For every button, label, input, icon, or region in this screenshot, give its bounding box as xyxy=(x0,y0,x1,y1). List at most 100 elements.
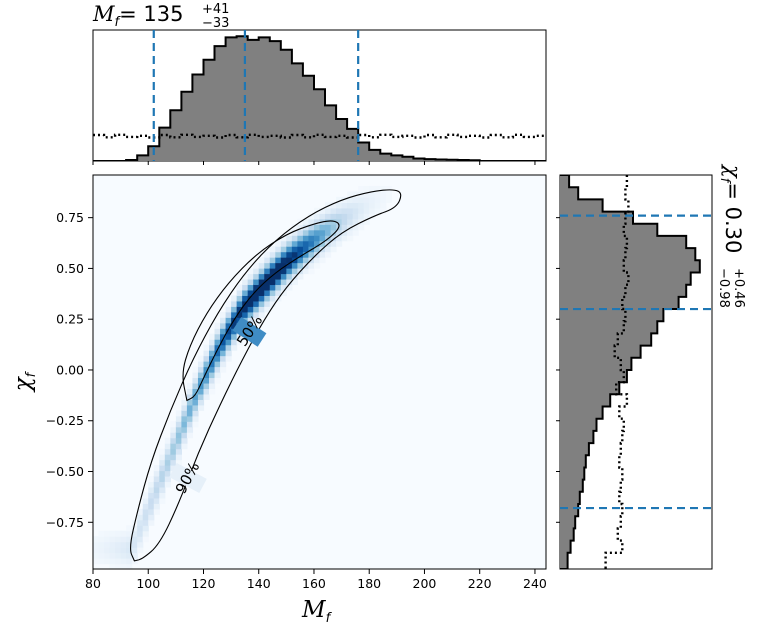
heatmap-cell xyxy=(104,530,111,537)
heatmap-cell xyxy=(120,563,127,569)
heatmap-cell xyxy=(269,284,276,291)
heatmap-cell xyxy=(231,295,238,302)
posterior-histogram-fill xyxy=(93,36,546,161)
density-heatmap xyxy=(93,185,392,569)
heatmap-cell xyxy=(120,536,127,543)
heatmap-cell xyxy=(336,196,343,203)
heatmap-cell xyxy=(197,382,205,390)
heatmap-cell xyxy=(330,235,337,242)
heatmap-cell xyxy=(192,388,199,395)
heatmap-cell xyxy=(153,481,160,488)
joint-panel: 50% 90% 80 100 120 140 160 180 200 220 2400.750.… xyxy=(46,174,547,591)
heatmap-cell xyxy=(225,339,232,346)
title-subscript: f xyxy=(115,15,122,30)
heatmap-cell xyxy=(148,514,155,521)
heatmap-cell xyxy=(175,426,182,433)
heatmap-cell xyxy=(93,552,100,559)
heatmap-cell xyxy=(253,289,260,296)
heatmap-cell xyxy=(159,481,166,488)
heatmap-cell xyxy=(209,361,216,368)
heatmap-cell xyxy=(203,382,210,390)
heatmap-cell xyxy=(369,191,376,198)
heatmap-cell xyxy=(170,448,177,455)
heatmap-cell xyxy=(170,426,177,433)
heatmap-cell xyxy=(336,229,343,236)
heatmap-cell xyxy=(253,317,260,324)
heatmap-cell xyxy=(247,300,254,307)
heatmap-cell xyxy=(264,251,271,258)
heatmap-cell xyxy=(325,251,332,258)
heatmap-cell xyxy=(347,218,354,225)
heatmap-cell xyxy=(225,317,232,324)
heatmap-cell xyxy=(220,344,227,351)
heatmap-cell xyxy=(164,459,171,466)
heatmap-cell xyxy=(93,547,100,554)
heatmap-cell xyxy=(336,218,343,225)
heatmap-cell xyxy=(253,262,260,269)
heatmap-cell xyxy=(164,437,171,444)
x-tick-label: 160 xyxy=(302,576,326,591)
heatmap-cell xyxy=(93,541,100,548)
heatmap-cell xyxy=(275,262,282,269)
heatmap-cell xyxy=(186,426,194,433)
contour-label-gap-50 xyxy=(232,316,267,347)
heatmap-cell xyxy=(291,224,298,231)
heatmap-cell xyxy=(308,268,315,275)
heatmap-cell xyxy=(242,284,249,291)
heatmap-cell xyxy=(159,486,166,493)
top-title-minus: −33 xyxy=(202,16,229,31)
heatmap-cell xyxy=(175,415,182,422)
heatmap-cell xyxy=(236,311,243,318)
heatmap-cell xyxy=(242,311,249,318)
y-tick-label: 0.25 xyxy=(56,312,84,327)
heatmap-cell xyxy=(120,530,127,537)
right-title-subscript: f xyxy=(717,178,732,185)
heatmap-cell xyxy=(209,333,216,340)
heatmap-cell xyxy=(380,196,387,203)
heatmap-cell xyxy=(264,300,271,307)
heatmap-cell xyxy=(286,273,293,280)
heatmap-cell xyxy=(258,295,265,302)
heatmap-cell xyxy=(104,541,111,548)
heatmap-cell xyxy=(197,388,205,395)
heatmap-cell xyxy=(175,448,182,455)
heatmap-cell xyxy=(280,240,287,247)
x-tick-label: 120 xyxy=(192,576,216,591)
heatmap-cell xyxy=(341,202,348,209)
heatmap-cell xyxy=(142,536,149,543)
heatmap-cell xyxy=(247,273,254,280)
heatmap-cell xyxy=(170,421,177,428)
heatmap-cell xyxy=(159,470,166,477)
heatmap-cell xyxy=(209,382,216,390)
y-tick-label: −0.25 xyxy=(46,413,84,428)
heatmap-cell xyxy=(280,246,287,253)
heatmap-cell xyxy=(220,322,227,329)
heatmap-cell xyxy=(126,563,133,569)
heatmap-cell xyxy=(380,185,387,193)
heatmap-cell xyxy=(142,514,149,521)
heatmap-cell xyxy=(341,213,348,220)
heatmap-cell xyxy=(358,224,365,231)
heatmap-cell xyxy=(126,547,133,554)
heatmap-cell xyxy=(325,224,332,231)
heatmap-cell xyxy=(186,415,194,422)
heatmap-cell xyxy=(280,273,287,280)
heatmap-cell xyxy=(192,372,199,379)
heatmap-cell xyxy=(186,432,194,439)
heatmap-cell xyxy=(181,415,188,422)
heatmap-cell xyxy=(104,558,111,565)
heatmap-cell xyxy=(308,262,315,269)
heatmap-cell xyxy=(374,196,381,203)
heatmap-cell xyxy=(242,278,249,286)
joint-frame xyxy=(92,174,547,570)
right-title-minus: −0.98 xyxy=(716,268,731,308)
heatmap-cell xyxy=(264,306,271,313)
heatmap-cell xyxy=(286,284,293,291)
heatmap-cell xyxy=(109,558,116,565)
posterior-histogram-step xyxy=(93,35,546,161)
heatmap-cell xyxy=(302,268,310,275)
heatmap-cell xyxy=(275,284,282,291)
heatmap-cell xyxy=(181,432,188,439)
heatmap-cell xyxy=(142,492,149,499)
right-posterior-fill xyxy=(560,175,700,569)
